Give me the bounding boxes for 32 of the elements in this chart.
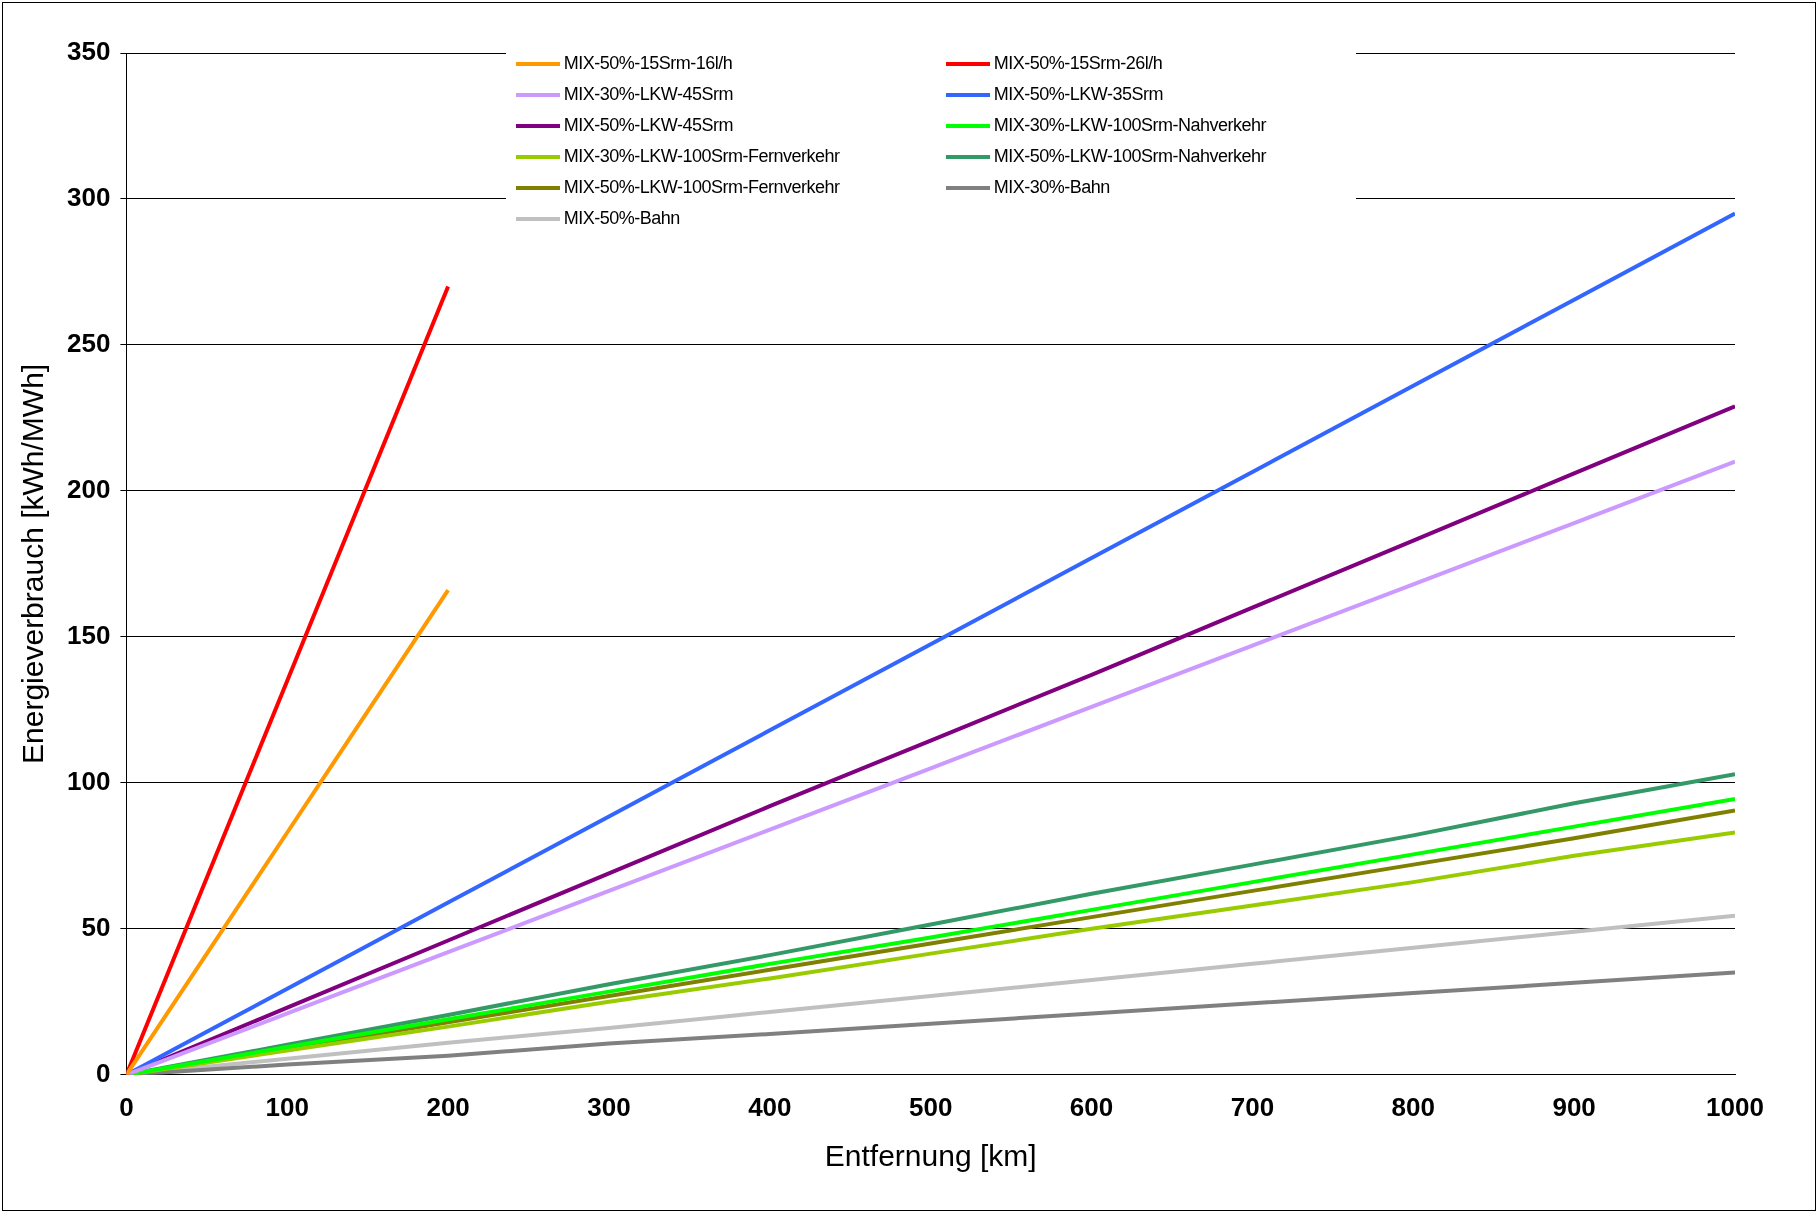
legend-label: MIX-50%-LKW-100Srm-Fernverkehr: [563, 177, 840, 198]
legend-label: MIX-30%-LKW-100Srm-Fernverkehr: [563, 146, 840, 167]
y-tick-label: 150: [66, 620, 111, 651]
legend-label: MIX-50%-Bahn: [563, 208, 680, 229]
y-tick-label: 200: [66, 474, 111, 505]
x-tick-label: 600: [1069, 1091, 1114, 1122]
legend-label: MIX-50%-LKW-35Srm: [993, 84, 1163, 105]
x-tick-label: 300: [587, 1091, 631, 1122]
y-axis-title: Energieverbrauch [kWh/MWh]: [16, 363, 50, 764]
x-tick-label: 0: [119, 1091, 134, 1122]
legend-label: MIX-50%-15Srm-26l/h: [993, 53, 1163, 74]
y-tick-label: 350: [66, 36, 111, 67]
x-tick-label: 700: [1230, 1091, 1275, 1122]
legend-label: MIX-30%-Bahn: [993, 177, 1110, 198]
legend-label: MIX-50%-15Srm-16l/h: [563, 53, 733, 74]
x-tick-label: 1000: [1706, 1091, 1764, 1122]
x-tick-label: 800: [1391, 1091, 1435, 1122]
x-tick-label: 900: [1552, 1091, 1596, 1122]
y-tick-label: 50: [81, 912, 111, 942]
x-tick-label: 500: [908, 1091, 953, 1122]
x-tick-label: 200: [426, 1091, 470, 1122]
x-axis-title: Entfernung [km]: [824, 1139, 1037, 1173]
y-tick-label: 300: [66, 182, 111, 213]
legend-label: MIX-50%-LKW-100Srm-Nahverkehr: [993, 146, 1266, 167]
x-tick-label: 400: [748, 1091, 792, 1122]
y-tick-label: 250: [66, 328, 111, 359]
legend-label: MIX-50%-LKW-45Srm: [563, 115, 733, 136]
legend-label: MIX-30%-LKW-100Srm-Nahverkehr: [993, 115, 1266, 136]
y-tick-label: 0: [95, 1057, 111, 1088]
x-tick-label: 100: [265, 1091, 309, 1122]
y-tick-label: 100: [66, 766, 111, 797]
legend-label: MIX-30%-LKW-45Srm: [563, 84, 733, 105]
